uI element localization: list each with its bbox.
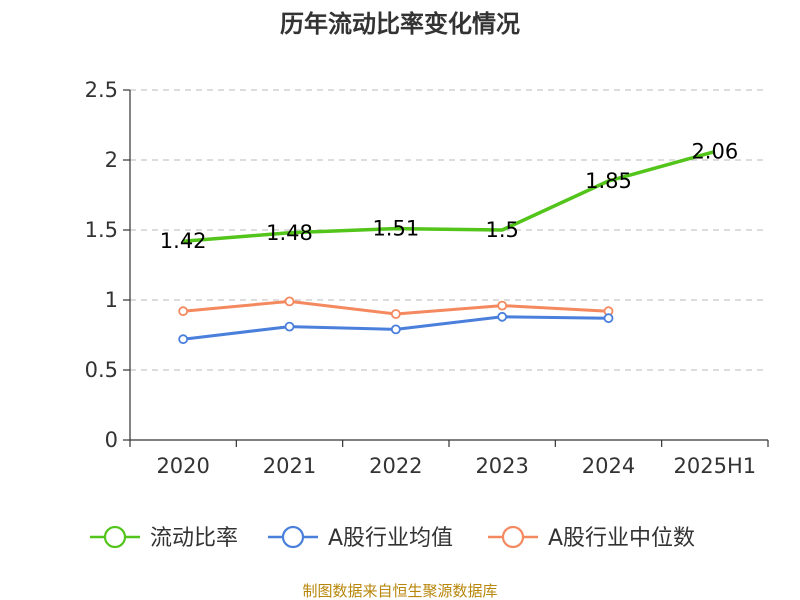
data-point[interactable] xyxy=(390,309,401,319)
x-tick-label: 2024 xyxy=(582,454,635,478)
legend-marker xyxy=(281,525,305,549)
data-point[interactable] xyxy=(390,324,401,335)
data-label: 1.5 xyxy=(485,218,518,242)
data-point[interactable] xyxy=(284,296,295,307)
legend-label: A股行业中位数 xyxy=(548,526,695,551)
y-tick-label: 2 xyxy=(105,148,118,172)
y-tick-label: 1.5 xyxy=(85,218,118,242)
legend-item-1[interactable]: A股行业均值 xyxy=(268,525,453,551)
legend-label: A股行业均值 xyxy=(328,526,453,551)
legend[interactable]: 流动比率 A股行业均值 A股行业中位数 xyxy=(90,525,695,551)
source-note: 制图数据来自恒生聚源数据库 xyxy=(302,582,497,600)
y-tick-label: 2.5 xyxy=(85,78,118,102)
legend-label: 流动比率 xyxy=(150,526,238,551)
series-group xyxy=(178,149,716,345)
x-tick-label: 2022 xyxy=(369,454,422,478)
chart-title: 历年流动比率变化情况 xyxy=(280,10,520,38)
data-point[interactable] xyxy=(178,306,189,317)
y-tick-label: 0.5 xyxy=(85,358,118,382)
x-tick-label: 2021 xyxy=(263,454,316,478)
legend-item-0[interactable]: 流动比率 xyxy=(90,525,238,551)
data-point[interactable] xyxy=(497,300,508,311)
data-label: 1.48 xyxy=(266,221,313,245)
x-tick-label: 2020 xyxy=(156,454,209,478)
data-labels: 1.42 1.48 1.51 1.5 1.85 2.06 xyxy=(160,140,738,254)
data-label: 1.42 xyxy=(160,229,207,253)
data-point[interactable] xyxy=(603,313,614,324)
series-line-0 xyxy=(183,149,716,243)
x-tick-label: 2023 xyxy=(475,454,528,478)
x-tick-label: 2025H1 xyxy=(674,454,757,478)
axes: 0 0.5 1 1.5 2 2.5 2020 2021 2022 2023 2024 2025H1 xyxy=(85,78,769,478)
data-label: 2.06 xyxy=(691,140,738,164)
y-tick-label: 1 xyxy=(105,288,118,312)
y-tick-label: 0 xyxy=(105,428,118,452)
data-point[interactable] xyxy=(497,311,508,322)
data-point[interactable] xyxy=(178,334,189,345)
data-label: 1.51 xyxy=(372,217,419,241)
data-point[interactable] xyxy=(284,321,295,332)
legend-item-2[interactable]: A股行业中位数 xyxy=(488,525,695,551)
data-label: 1.85 xyxy=(585,169,632,193)
legend-marker xyxy=(103,525,127,549)
legend-marker xyxy=(501,525,525,549)
